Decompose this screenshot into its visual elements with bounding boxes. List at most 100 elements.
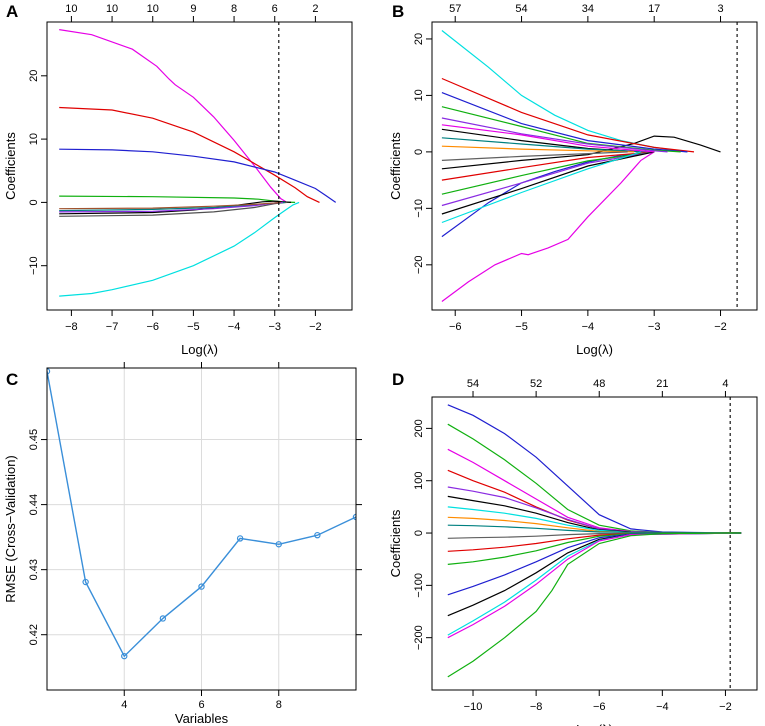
series-line-cyan-2 xyxy=(441,151,642,224)
x-tick-label: −4 xyxy=(656,701,669,713)
series-line-cyan xyxy=(59,201,300,297)
series-line-green-2 xyxy=(441,151,655,195)
series-line-red xyxy=(59,106,320,203)
series-line-magenta-low xyxy=(441,151,655,302)
x-tick-label: −6 xyxy=(146,321,159,333)
series-line-magenta-low xyxy=(447,532,742,639)
top-tick-label: 57 xyxy=(449,3,461,15)
series-line-black-2 xyxy=(441,151,655,215)
panel-a: −8 −7 −6 −5 −4 −3 −2 −10 0 10 20 10 10 10 9 8 6 2 Log(λ) Co… xyxy=(3,2,353,357)
series-group xyxy=(447,404,742,678)
top-tick-label: 10 xyxy=(147,3,159,15)
rmse-point xyxy=(236,535,244,542)
y-axis-label: Coefficients xyxy=(388,132,403,200)
x-tick-label: −10 xyxy=(464,701,483,713)
top-tick-label: 21 xyxy=(656,378,668,390)
panel-d: −10 −8 −6 −4 −2 −200 −100 0 100 200 54 52 48 21 4 Log(λ… xyxy=(388,370,758,726)
rmse-point xyxy=(82,578,89,586)
series-line-blue-top xyxy=(447,404,742,534)
x-tick-label: −3 xyxy=(648,321,661,333)
series-line-blue xyxy=(59,148,337,203)
rmse-point xyxy=(198,583,205,590)
top-tick-label: 54 xyxy=(467,378,479,390)
y-axis-label: Coefficients xyxy=(3,132,18,200)
y-tick-label: −10 xyxy=(28,256,40,275)
series-line-orange-1 xyxy=(441,145,635,153)
y-tick-label: 0 xyxy=(413,530,425,536)
rmse-series xyxy=(47,368,356,660)
y-tick-label: −20 xyxy=(413,255,425,274)
series-line-blue-1 xyxy=(441,92,688,153)
top-tick-label: 54 xyxy=(515,3,527,15)
panel-c: 4 6 8 0.42 0.43 0.44 0.45 Variables RMSE (Cross−… xyxy=(3,362,362,726)
plot-frame xyxy=(46,21,353,311)
series-line-green xyxy=(59,195,296,203)
series-line-teal-1 xyxy=(441,137,648,153)
y-tick-label: 0.45 xyxy=(28,429,40,450)
top-tick-label: 48 xyxy=(593,378,605,390)
x-tick-label: 6 xyxy=(198,699,204,711)
series-line-gray-1 xyxy=(441,151,628,161)
series-group xyxy=(441,30,721,302)
y-tick-label: 0.42 xyxy=(28,624,40,645)
series-line-purple-2 xyxy=(441,151,655,207)
y-tick-label: 10 xyxy=(28,133,40,145)
y-tick-label: 0 xyxy=(28,199,40,205)
y-tick-label: −100 xyxy=(413,573,425,598)
y-tick-label: −200 xyxy=(413,625,425,650)
top-tick-label: 52 xyxy=(530,378,542,390)
rmse-point xyxy=(314,531,321,539)
panel-letter: C xyxy=(6,370,18,389)
y-tick-label: 20 xyxy=(28,70,40,82)
y-tick-label: 200 xyxy=(413,419,425,437)
y-tick-label: 100 xyxy=(413,472,425,490)
series-line-purple-1 xyxy=(441,117,668,153)
x-axis-label: Variables xyxy=(175,711,229,726)
series-group xyxy=(59,29,337,297)
series-line-cyan xyxy=(441,30,688,153)
rmse-point xyxy=(159,615,167,622)
x-tick-label: −8 xyxy=(65,321,78,333)
series-line-gray-dark xyxy=(59,201,287,217)
series-line-gray-mid xyxy=(447,532,742,539)
series-line-teal-top xyxy=(447,524,742,534)
y-tick-label: −10 xyxy=(413,199,425,218)
panel-b: −6 −5 −4 −3 −2 −20 −10 0 10 20 57 54 34 17 3 Log(λ) Coef… xyxy=(388,2,758,357)
top-tick-label: 2 xyxy=(312,3,318,15)
x-tick-label: −2 xyxy=(714,321,727,333)
x-tick-label: −6 xyxy=(449,321,462,333)
y-axis-label: RMSE (Cross−Validation) xyxy=(3,455,18,603)
series-line-blue-low xyxy=(441,151,655,238)
x-tick-label: −8 xyxy=(530,701,543,713)
x-tick-label: −4 xyxy=(582,321,595,333)
x-tick-label: −6 xyxy=(593,701,606,713)
y-tick-label: 10 xyxy=(413,89,425,101)
x-tick-label: 8 xyxy=(276,699,282,711)
rmse-point xyxy=(275,541,282,548)
series-line-brown xyxy=(59,201,281,210)
top-tick-label: 10 xyxy=(106,3,118,15)
x-tick-label: −7 xyxy=(106,321,119,333)
top-tick-label: 8 xyxy=(231,3,237,15)
series-line-magenta xyxy=(59,29,288,203)
series-line-black-hump xyxy=(441,135,721,170)
series-line-blue-mid xyxy=(447,532,742,596)
x-tick-label: 4 xyxy=(121,699,127,711)
x-tick-label: −5 xyxy=(187,321,200,333)
y-tick-label: 20 xyxy=(413,33,425,45)
top-tick-label: 4 xyxy=(722,378,728,390)
series-line-green-mid xyxy=(447,532,742,565)
rmse-line xyxy=(47,371,356,658)
panel-letter: A xyxy=(6,2,18,21)
rmse-point xyxy=(121,652,128,660)
y-tick-label: 0.43 xyxy=(28,559,40,580)
x-axis-label: Log(λ) xyxy=(576,342,613,357)
x-tick-label: −5 xyxy=(515,321,528,333)
series-line-green-low xyxy=(447,532,742,678)
panel-letter: B xyxy=(392,2,404,21)
x-tick-label: −2 xyxy=(309,321,322,333)
series-line-black-low xyxy=(447,532,742,617)
x-tick-label: −3 xyxy=(268,321,281,333)
x-axis-label: Log(λ) xyxy=(181,342,218,357)
